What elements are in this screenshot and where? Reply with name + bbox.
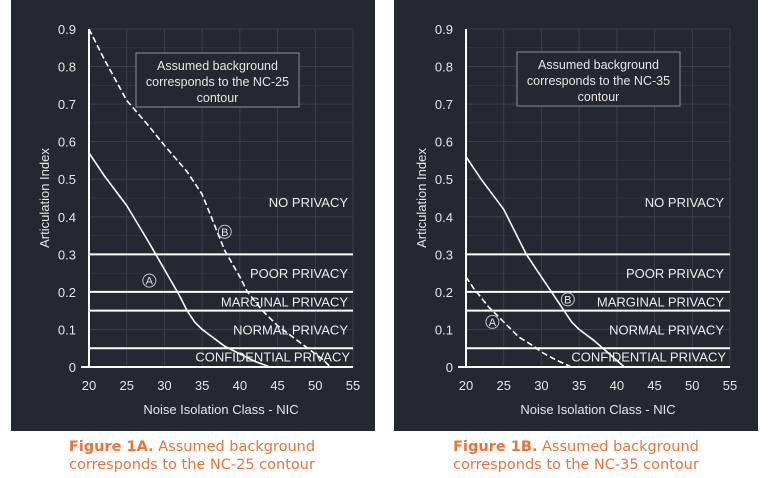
series-line-a — [88, 152, 271, 368]
x-tick-label: 20 — [82, 378, 96, 393]
zone-label: CONFIDENTIAL PRIVACY — [571, 349, 726, 364]
caption-1a-label: Figure 1A. — [68, 439, 154, 455]
x-tick-label: 45 — [647, 378, 661, 393]
zone-label: CONFIDENTIAL PRIVACY — [195, 349, 350, 364]
caption-1b: Figure 1B. Assumed background correspond… — [384, 438, 768, 474]
x-tick-label: 25 — [496, 378, 510, 393]
zone-label: MARGINAL PRIVACY — [221, 294, 348, 309]
series-line-a — [465, 276, 572, 368]
series-label-circle — [485, 314, 500, 329]
y-tick-label: 0 — [69, 360, 76, 375]
annotation-text: corresponds to the NC-25 — [146, 75, 289, 89]
x-tick-label: 35 — [572, 378, 586, 393]
annotation-text: contour — [197, 91, 239, 105]
annotation-text: contour — [578, 90, 620, 104]
zone-label: POOR PRIVACY — [626, 266, 724, 281]
annotation-box — [135, 52, 300, 108]
caption-1a: Figure 1A. Assumed background correspond… — [0, 438, 384, 474]
y-tick-label: 0.1 — [435, 322, 453, 337]
series-label-circle — [217, 224, 232, 239]
annotation-box — [516, 51, 681, 107]
zone-label: NORMAL PRIVACY — [609, 322, 724, 337]
zone-label: NO PRIVACY — [645, 195, 725, 210]
series-label-circle — [142, 273, 157, 288]
x-tick-label: 40 — [233, 378, 247, 393]
caption-1b-line1: Assumed background — [537, 439, 699, 455]
x-tick-label: 35 — [195, 378, 209, 393]
y-tick-label: 0 — [446, 360, 453, 375]
x-tick-label: 20 — [459, 378, 473, 393]
series-line-b — [465, 156, 625, 368]
x-tick-label: 55 — [346, 378, 360, 393]
y-tick-label: 0.4 — [58, 210, 76, 225]
series-label-b: B — [564, 294, 571, 306]
annotation-text: Assumed background — [157, 59, 278, 73]
x-tick-label: 30 — [534, 378, 548, 393]
series-line-b — [88, 28, 331, 368]
y-tick-label: 0.7 — [435, 97, 453, 112]
y-tick-label: 0.7 — [58, 97, 76, 112]
zone-label: MARGINAL PRIVACY — [597, 294, 724, 309]
y-tick-label: 0.4 — [435, 210, 453, 225]
y-tick-label: 0.8 — [435, 60, 453, 75]
x-tick-label: 50 — [685, 378, 699, 393]
caption-1a-line2: corresponds to the NC-25 contour — [69, 457, 315, 473]
zone-label: NO PRIVACY — [269, 195, 349, 210]
x-tick-label: 40 — [610, 378, 624, 393]
y-tick-label: 0.2 — [435, 285, 453, 300]
y-tick-label: 0.3 — [58, 247, 76, 262]
x-tick-label: 55 — [723, 378, 737, 393]
x-tick-label: 25 — [119, 378, 133, 393]
y-tick-label: 0.5 — [435, 172, 453, 187]
y-tick-label: 0.6 — [435, 135, 453, 150]
y-tick-label: 0.2 — [58, 285, 76, 300]
y-tick-label: 0.9 — [435, 22, 453, 37]
y-tick-label: 0.1 — [58, 322, 76, 337]
y-tick-label: 0.3 — [435, 247, 453, 262]
x-axis-label: Noise Isolation Class - NIC — [143, 402, 298, 417]
caption-1b-line2: corresponds to the NC-35 contour — [453, 457, 699, 473]
y-tick-label: 0.9 — [58, 22, 76, 37]
chart-panel-1b: 20 25 30 35 40 45 50 55 0 0.1 0.2 0.3 0.4 0.5 0.6 0.7 0.… — [394, 0, 758, 431]
zone-label: POOR PRIVACY — [250, 266, 348, 281]
caption-1a-line1: Assumed background — [153, 439, 316, 455]
chart-panel-1a: 20 25 30 35 40 45 50 55 0 0.1 0.2 0.3 0.4 0.5 0.6 0.7 0.… — [11, 0, 375, 431]
x-axis-label: Noise Isolation Class - NIC — [520, 402, 675, 417]
series-label-a: A — [146, 276, 154, 288]
series-label-b: B — [221, 227, 228, 239]
zone-label: NORMAL PRIVACY — [233, 322, 348, 337]
y-axis-label: Articulation Index — [37, 148, 52, 248]
annotation-text: Assumed background — [538, 58, 659, 72]
x-tick-label: 50 — [308, 378, 322, 393]
x-tick-label: 45 — [270, 378, 284, 393]
y-tick-label: 0.6 — [58, 135, 76, 150]
caption-1b-label: Figure 1B. — [453, 439, 538, 455]
annotation-text: corresponds to the NC-35 — [527, 74, 670, 88]
x-tick-label: 30 — [157, 378, 171, 393]
chart-1a: 20 25 30 35 40 45 50 55 0 0.1 0.2 0.3 0.4 0.5 0.6 0.7 0.… — [37, 22, 360, 417]
chart-1b: 20 25 30 35 40 45 50 55 0 0.1 0.2 0.3 0.4 0.5 0.6 0.7 0.… — [414, 22, 737, 417]
series-label-a: A — [489, 317, 497, 329]
series-label-circle — [560, 292, 575, 307]
y-tick-label: 0.5 — [58, 172, 76, 187]
y-axis-label: Articulation Index — [414, 148, 429, 248]
y-tick-label: 0.8 — [58, 60, 76, 75]
